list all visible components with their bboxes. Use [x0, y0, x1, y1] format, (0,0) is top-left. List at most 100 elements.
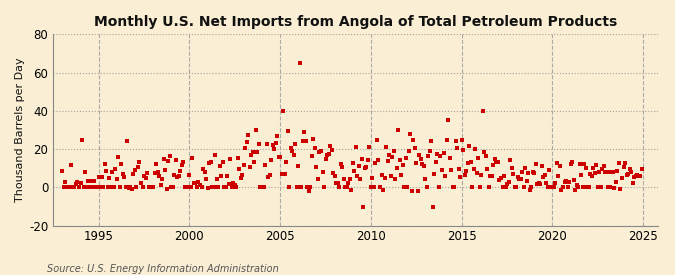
Point: [87, 185, 98, 189]
Point: [217, 160, 228, 164]
Point: [104, 176, 115, 181]
Point: [417, 162, 428, 166]
Point: [415, 156, 426, 161]
Point: [228, 181, 239, 185]
Point: [173, 174, 184, 178]
Point: [311, 164, 322, 169]
Point: [160, 168, 171, 172]
Point: [200, 177, 211, 182]
Point: [276, 172, 287, 176]
Point: [508, 171, 518, 176]
Point: [238, 163, 249, 167]
Point: [313, 177, 323, 181]
Point: [634, 174, 645, 178]
Point: [136, 181, 146, 185]
Point: [538, 175, 549, 179]
Point: [208, 185, 219, 189]
Point: [132, 165, 143, 169]
Point: [441, 138, 452, 142]
Point: [505, 158, 516, 163]
Y-axis label: Thousand Barrels per Day: Thousand Barrels per Day: [15, 58, 25, 202]
Point: [296, 185, 306, 189]
Point: [284, 185, 294, 189]
Point: [234, 167, 245, 172]
Point: [306, 154, 317, 158]
Point: [124, 186, 134, 190]
Point: [279, 172, 290, 176]
Point: [535, 182, 545, 186]
Point: [547, 185, 558, 189]
Point: [637, 166, 647, 171]
Title: Monthly U.S. Net Imports from Angola of Total Petroleum Products: Monthly U.S. Net Imports from Angola of …: [94, 15, 617, 29]
Point: [111, 177, 122, 181]
Point: [506, 166, 517, 170]
Point: [364, 145, 375, 149]
Point: [194, 182, 205, 187]
Point: [214, 164, 225, 168]
Point: [539, 173, 550, 177]
Point: [509, 185, 520, 189]
Point: [443, 118, 454, 123]
Point: [562, 185, 573, 189]
Point: [622, 172, 633, 177]
Point: [170, 158, 181, 162]
Point: [180, 185, 190, 189]
Point: [242, 140, 252, 144]
Point: [186, 185, 196, 189]
Point: [608, 170, 618, 174]
Point: [60, 180, 71, 184]
Point: [632, 173, 643, 177]
Point: [95, 185, 105, 189]
Point: [558, 185, 568, 189]
Point: [175, 169, 186, 174]
Point: [621, 173, 632, 177]
Point: [383, 153, 394, 157]
Point: [81, 185, 92, 189]
Point: [356, 157, 367, 161]
Point: [561, 179, 572, 183]
Point: [329, 174, 340, 178]
Point: [553, 174, 564, 178]
Point: [198, 167, 209, 171]
Point: [155, 183, 166, 188]
Point: [181, 185, 192, 189]
Point: [281, 160, 292, 164]
Point: [587, 174, 597, 178]
Point: [71, 182, 82, 186]
Point: [362, 158, 373, 163]
Point: [220, 185, 231, 189]
Point: [266, 158, 277, 162]
Point: [473, 156, 484, 161]
Point: [115, 185, 126, 189]
Point: [338, 177, 349, 181]
Point: [196, 185, 207, 189]
Point: [258, 185, 269, 189]
Point: [68, 185, 78, 189]
Point: [74, 185, 84, 189]
Point: [260, 163, 271, 167]
Point: [471, 171, 482, 175]
Point: [628, 175, 639, 179]
Point: [305, 185, 316, 189]
Point: [594, 169, 605, 174]
Point: [609, 186, 620, 190]
Point: [211, 176, 222, 181]
Point: [202, 186, 213, 190]
Point: [376, 173, 387, 177]
Point: [499, 174, 510, 178]
Point: [572, 185, 583, 189]
Point: [300, 139, 311, 144]
Point: [576, 172, 587, 177]
Point: [310, 146, 321, 150]
Point: [352, 174, 362, 178]
Point: [435, 154, 446, 158]
Point: [377, 188, 388, 192]
Point: [550, 181, 561, 186]
Point: [317, 170, 328, 175]
Point: [425, 149, 435, 153]
Point: [275, 155, 286, 159]
Point: [580, 166, 591, 171]
Point: [485, 174, 496, 178]
Point: [323, 152, 334, 156]
Point: [455, 174, 466, 179]
